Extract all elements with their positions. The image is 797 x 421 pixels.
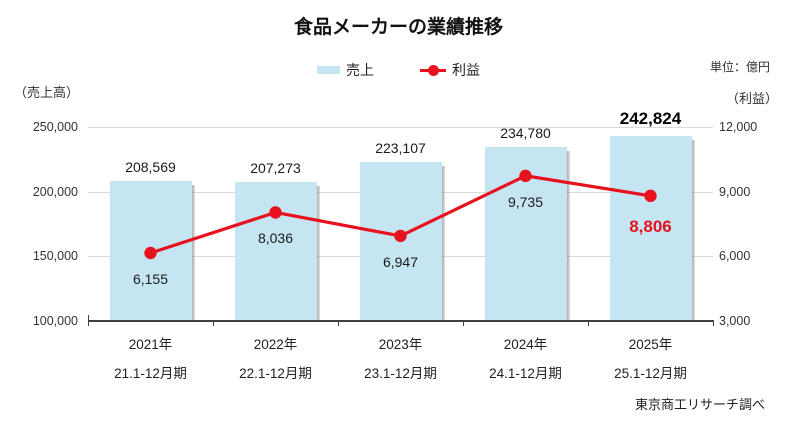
legend-item-sales: 売上 <box>317 60 374 80</box>
y-axis-tick <box>88 315 89 321</box>
left-axis-caption: （売上高） <box>14 85 80 100</box>
profit-marker <box>394 229 407 243</box>
x-axis-category-label: 2021年 21.1-12月期 <box>88 333 213 382</box>
category-period-label: 25.1-12月期 <box>614 366 687 381</box>
right-axis-tick-label: 6,000 <box>719 249 751 264</box>
legend-profit-label: 利益 <box>452 62 480 78</box>
right-axis-tick-labels: 12,000 9,000 6,000 3,000 <box>719 120 779 328</box>
sales-bar <box>609 136 695 321</box>
x-axis-line <box>88 320 714 322</box>
x-axis-category-label: 2024年 24.1-12月期 <box>463 333 588 382</box>
sales-value-label: 242,824 <box>619 109 682 129</box>
sales-value-label: 223,107 <box>375 139 426 156</box>
sales-bar <box>234 182 320 321</box>
plot-area: 208,569 207,273 223,107 234,780 242,824 6,155… <box>88 109 714 326</box>
x-axis-tick <box>213 321 214 326</box>
sales-value-label: 208,569 <box>125 158 176 175</box>
profit-value-label: 6,155 <box>132 270 169 287</box>
x-axis-tick <box>588 321 589 326</box>
category-year-label: 2021年 <box>128 337 173 352</box>
right-axis-tick-label: 9,000 <box>719 184 751 199</box>
category-period-label: 23.1-12月期 <box>364 366 437 381</box>
profit-line-marker-icon <box>420 64 446 77</box>
category-year-label: 2025年 <box>628 337 673 352</box>
x-axis-tick <box>88 321 89 326</box>
right-axis-caption: （利益） <box>726 91 779 106</box>
left-axis-tick-label: 200,000 <box>32 184 78 199</box>
left-axis-tick-label: 100,000 <box>32 314 78 328</box>
x-axis-category-label: 2023年 23.1-12月期 <box>338 333 463 382</box>
x-axis-category-label: 2022年 22.1-12月期 <box>213 333 338 382</box>
x-axis-tick <box>463 321 464 326</box>
sales-value-label: 234,780 <box>500 124 551 141</box>
right-axis-tick-label: 3,000 <box>719 314 751 328</box>
category-period-label: 22.1-12月期 <box>239 366 312 381</box>
right-axis-tick-label: 12,000 <box>719 120 758 134</box>
profit-value-label: 8,036 <box>257 230 294 247</box>
profit-value-label: 9,735 <box>507 193 544 210</box>
profit-marker <box>144 246 157 260</box>
left-axis-tick-labels: 250,000 200,000 150,000 100,000 <box>18 120 78 328</box>
x-axis-tick <box>338 321 339 326</box>
legend-sales-label: 売上 <box>346 62 374 78</box>
category-period-label: 24.1-12月期 <box>489 366 562 381</box>
sales-value-label: 207,273 <box>250 160 301 177</box>
gridline <box>88 127 713 128</box>
category-year-label: 2022年 <box>253 337 298 352</box>
category-year-label: 2023年 <box>378 337 423 352</box>
sales-swatch-icon <box>317 66 340 74</box>
profit-marker <box>269 206 282 219</box>
left-axis-tick-label: 250,000 <box>32 120 78 134</box>
category-period-label: 21.1-12月期 <box>114 366 187 381</box>
left-axis-tick-label: 150,000 <box>32 249 78 264</box>
unit-note: 単位：億円 <box>710 60 771 74</box>
profit-marker <box>519 169 532 183</box>
category-year-label: 2024年 <box>503 337 548 352</box>
legend-item-profit: 利益 <box>420 60 480 80</box>
profit-line-layer <box>144 169 657 260</box>
chart-title: 食品メーカーの業績推移 <box>293 17 503 38</box>
x-axis-tick <box>713 321 714 326</box>
legend: 売上 利益 <box>0 60 797 80</box>
source-note: 東京商工リサーチ調べ <box>634 397 765 412</box>
profit-marker <box>644 189 657 203</box>
x-axis-category-label: 2025年 25.1-12月期 <box>588 333 713 382</box>
profit-value-label: 8,806 <box>629 216 672 236</box>
profit-value-label: 6,947 <box>382 253 419 270</box>
x-axis-labels: 2021年 21.1-12月期 2022年 22.1-12月期 2023年 23.1-12… <box>88 333 713 383</box>
